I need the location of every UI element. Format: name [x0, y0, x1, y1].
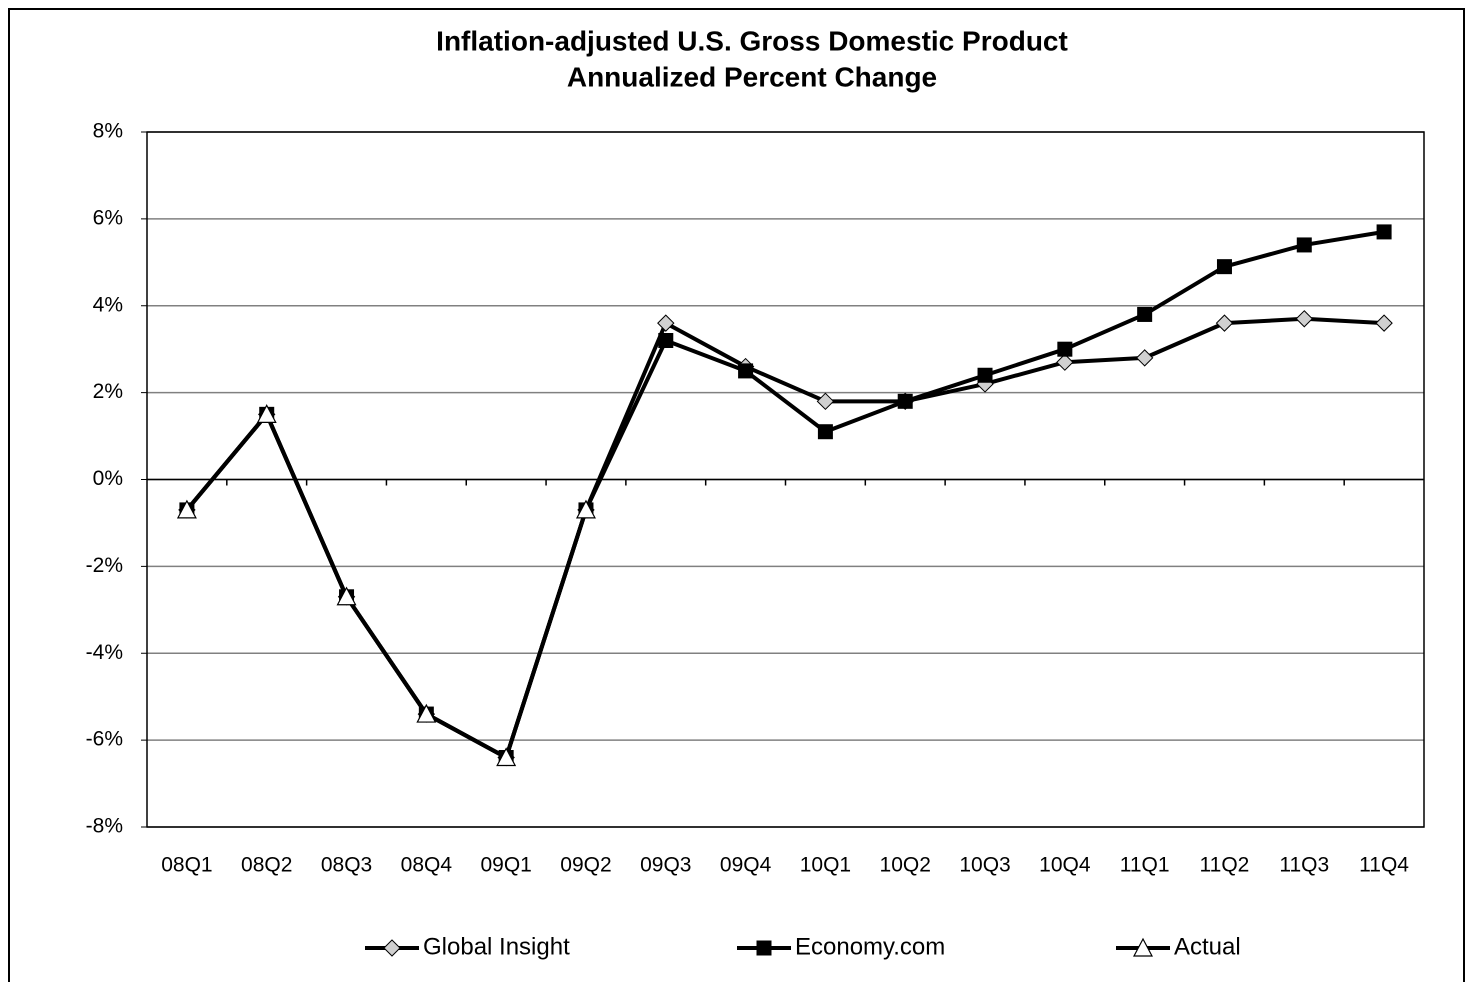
marker	[658, 333, 674, 348]
marker	[1057, 341, 1073, 357]
chart-subtitle: Annualized Percent Change	[567, 61, 937, 92]
x-tick-label: 09Q2	[560, 854, 611, 877]
marker	[575, 499, 596, 519]
x-tick-label: 11Q1	[1120, 854, 1170, 877]
marker	[738, 363, 754, 379]
legend-entry: Global Insight	[365, 933, 570, 960]
y-tick-label: -4%	[86, 641, 123, 664]
marker	[977, 367, 993, 383]
marker	[816, 392, 835, 411]
marker	[383, 939, 401, 957]
marker	[416, 703, 437, 723]
marker	[897, 393, 913, 409]
marker	[817, 424, 833, 440]
marker	[1215, 314, 1234, 332]
marker	[1375, 314, 1393, 332]
chart-title: Inflation-adjusted U.S. Gross Domestic P…	[436, 25, 1068, 56]
marker	[657, 314, 675, 332]
x-tick-label: 09Q3	[640, 854, 691, 877]
marker	[496, 747, 517, 767]
marker	[756, 940, 772, 956]
marker	[1376, 224, 1392, 240]
x-tick-label: 08Q4	[401, 854, 453, 877]
y-tick-label: -8%	[86, 815, 123, 838]
x-tick-label: 09Q1	[480, 854, 531, 877]
marker	[1216, 259, 1232, 275]
y-tick-label: 2%	[93, 380, 123, 403]
y-tick-label: 4%	[93, 293, 123, 316]
x-tick-label: 08Q1	[161, 854, 212, 877]
legend-label: Actual	[1174, 933, 1241, 960]
chart-frame	[8, 8, 1465, 982]
y-tick-label: 6%	[93, 206, 123, 229]
y-tick-label: -6%	[86, 728, 123, 751]
legend-label: Economy.com	[795, 933, 945, 960]
marker	[336, 586, 357, 606]
marker	[1133, 937, 1153, 957]
x-tick-label: 10Q4	[1039, 854, 1091, 877]
legend-entry: Actual	[1116, 933, 1241, 960]
series-line	[185, 412, 588, 760]
marker	[1296, 237, 1312, 253]
x-tick-label: 08Q2	[241, 854, 292, 877]
marker	[1295, 310, 1313, 328]
y-tick-label: -2%	[86, 554, 123, 577]
marker	[1137, 306, 1153, 322]
marker	[1135, 349, 1154, 367]
x-tick-label: 10Q3	[959, 854, 1010, 877]
marker	[176, 499, 197, 519]
x-tick-label: 10Q2	[880, 854, 931, 877]
x-tick-label: 10Q1	[800, 854, 851, 877]
x-tick-label: 11Q4	[1359, 854, 1409, 877]
x-tick-label: 11Q2	[1200, 854, 1250, 877]
marker	[1056, 353, 1074, 371]
x-tick-label: 08Q3	[321, 854, 372, 877]
y-tick-label: 0%	[93, 467, 123, 490]
x-tick-label: 11Q3	[1279, 854, 1329, 877]
marker	[256, 404, 277, 423]
y-tick-label: 8%	[93, 120, 123, 143]
legend-label: Global Insight	[423, 933, 570, 960]
series	[176, 404, 596, 767]
x-tick-label: 09Q4	[720, 854, 772, 877]
legend-entry: Economy.com	[737, 933, 945, 960]
